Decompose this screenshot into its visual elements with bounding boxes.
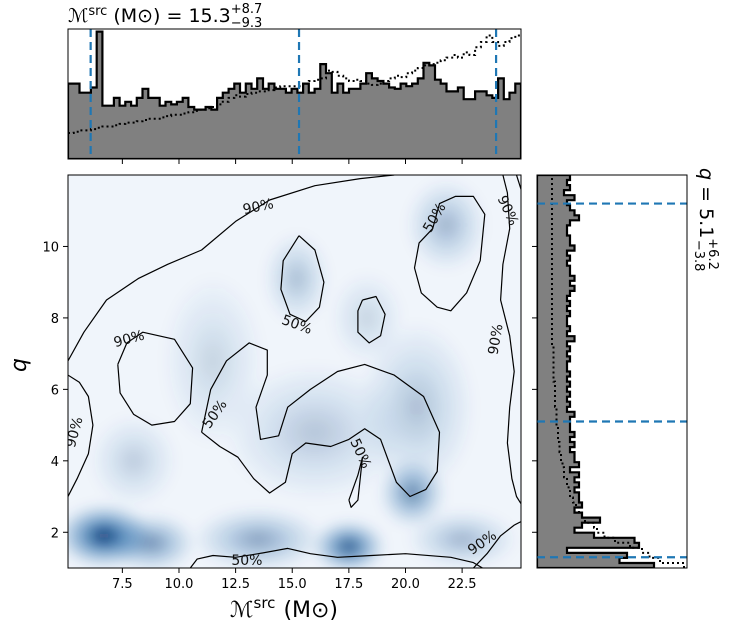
contour-label: 50% [231,553,262,569]
density-blob [90,415,178,507]
density-blob [406,179,487,271]
y-tick-label: 4 [51,455,59,470]
contour-50-line [348,456,364,508]
y-axis-label: q [7,358,32,372]
density-blob [162,275,264,447]
contour-50-line [413,195,486,312]
contour-90-line [68,175,395,362]
density-blob [108,514,196,568]
y-tick-label: 8 [51,312,59,327]
contour-label: 90% [241,196,275,218]
right-panel-title: q = 5.1+6.2−3.8 [691,168,720,271]
contour-90-line [515,175,521,190]
contour-50-line [280,235,325,323]
y-tick-label: 10 [42,240,59,255]
contour-label: 90% [486,323,507,356]
density-blob [193,507,324,568]
contour-label: 90% [112,328,146,352]
x-tick-label: 17.5 [334,577,363,592]
top-panel-title: ℳsrc (M⊙) = 15.3+8.7 −9.3 [68,2,262,31]
contour-50-line [357,295,386,344]
main-density-panel: 90% 90%50%90%50% 90%50%90%50%50%90% 7.5 10.… [7,174,522,623]
density-blob [358,321,475,493]
contour-90-line [500,175,521,505]
density-blob [330,272,404,364]
contour-50-line [201,342,441,498]
right-posterior-histogram [537,175,656,568]
x-tick-label: 12.5 [221,577,250,592]
x-tick-label: 22.5 [448,577,477,592]
density-blob [407,510,517,568]
contour-90-line [68,374,94,497]
x-axis-label: ℳsrc (M⊙) [230,594,338,623]
density-blob [312,520,386,568]
x-tick-label: 10.0 [165,577,194,592]
right-marginal-histogram: q = 5.1+6.2−3.8 [532,168,720,569]
contour-90-line [117,331,194,426]
top-posterior-histogram [68,30,521,159]
y-tick-label: 6 [51,383,59,398]
top-marginal-histogram: ℳsrc (M⊙) = 15.3+8.7 −9.3 [67,2,522,164]
right-prior-histogram [551,175,685,568]
density-blob [264,232,330,325]
contour-90-line [472,521,521,568]
contour-50-line [189,547,483,568]
x-tick-label: 15.0 [278,577,307,592]
x-tick-label: 20.0 [391,577,420,592]
y-tick-label: 2 [51,526,59,541]
x-tick-label: 7.5 [112,577,133,592]
